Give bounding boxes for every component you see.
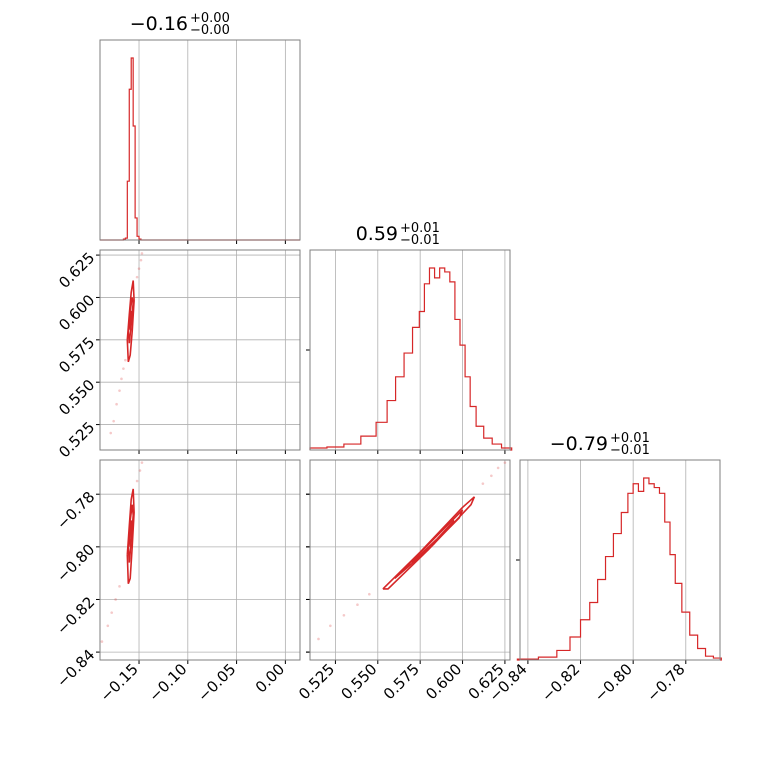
x-tick-label: 0.00 [252, 660, 288, 696]
y-tick-label: 0.600 [55, 291, 98, 334]
sample-point [114, 598, 117, 601]
hist-p2 [516, 459, 722, 664]
contour-level-3 [128, 310, 134, 330]
contour-level-1 [382, 496, 476, 590]
sample-point [356, 603, 359, 607]
title-err-plus: +0.01 [610, 431, 650, 446]
panel-p2-vs-p1 [306, 459, 511, 664]
sample-point [140, 461, 144, 464]
title-p0: −0.16 +0.00−0.00 [130, 11, 230, 38]
sample-point [329, 624, 332, 628]
x-tick-label: 0.525 [295, 660, 338, 703]
panel-frame [519, 459, 721, 661]
contour-level-2 [127, 297, 135, 344]
y-tick-label: 0.575 [55, 333, 98, 376]
panel-frame [99, 459, 301, 661]
sample-point [122, 367, 125, 370]
title-err-minus: −0.01 [400, 233, 440, 248]
sample-point [139, 258, 143, 262]
histogram-p2 [516, 477, 722, 661]
x-tick-label: 0.550 [338, 660, 381, 703]
title-err-minus: −0.00 [190, 23, 230, 38]
panel-p2-vs-p0 [96, 459, 301, 664]
hist-p0 [99, 39, 301, 244]
title-p1: 0.59 +0.01−0.01 [356, 221, 440, 248]
sample-point [120, 377, 123, 381]
x-tick-label: −0.15 [97, 660, 142, 705]
panel-frame [99, 39, 301, 241]
title-p2: −0.79 +0.01−0.01 [550, 431, 650, 458]
sample-point [118, 389, 121, 392]
sample-point [124, 358, 127, 362]
y-tick-label: −0.82 [53, 593, 98, 638]
sample-point [118, 585, 121, 588]
sample-point [342, 613, 346, 617]
x-tick-label: −0.82 [538, 660, 583, 705]
sample-point [138, 469, 142, 472]
x-tick-label: −0.78 [643, 660, 688, 705]
contour-level-3 [128, 520, 134, 547]
sample-point [100, 640, 104, 643]
panel-frame [309, 249, 511, 451]
y-tick-label: 0.550 [55, 376, 98, 419]
panel-frame [99, 249, 301, 451]
title-err-plus: +0.00 [190, 11, 230, 26]
contour-level-2 [394, 509, 464, 580]
histogram-p0 [100, 57, 300, 241]
sample-point [135, 479, 139, 483]
sample-point [137, 267, 141, 270]
title-err-minus: −0.01 [610, 443, 650, 458]
x-tick-label: −0.05 [194, 660, 239, 705]
sample-point [490, 474, 493, 478]
sample-point [317, 637, 320, 641]
contour-level-2 [127, 504, 135, 563]
x-tick-label: 0.600 [422, 660, 465, 703]
y-tick-label: −0.78 [53, 488, 98, 533]
y-tick-label: 0.525 [55, 418, 98, 461]
x-tick-label: 0.575 [380, 660, 423, 703]
sample-point [481, 482, 485, 485]
title-median: −0.16 [130, 13, 188, 35]
sample-point [135, 275, 139, 279]
panel-p1-vs-p0 [96, 249, 301, 454]
contour-level-1 [126, 280, 135, 363]
sample-point [115, 402, 118, 406]
contour-level-3 [411, 519, 455, 564]
sample-point [110, 611, 114, 614]
y-tick-label: −0.84 [53, 646, 98, 691]
sample-point [106, 624, 110, 628]
sample-point [496, 466, 500, 470]
y-tick-label: 0.625 [55, 249, 98, 292]
sample-point [503, 461, 507, 464]
x-tick-label: −0.80 [591, 660, 636, 705]
histogram-p1 [309, 267, 513, 451]
y-tick-label: −0.80 [53, 540, 98, 585]
x-tick-label: −0.10 [145, 660, 190, 705]
panel-frame [309, 459, 511, 661]
sample-point [109, 431, 113, 435]
sample-point [140, 252, 144, 255]
title-median: −0.79 [550, 433, 608, 455]
title-err-plus: +0.01 [400, 221, 440, 236]
hist-p1 [306, 249, 513, 454]
sample-point [112, 419, 115, 423]
sample-point [368, 592, 371, 596]
title-median: 0.59 [356, 223, 398, 245]
